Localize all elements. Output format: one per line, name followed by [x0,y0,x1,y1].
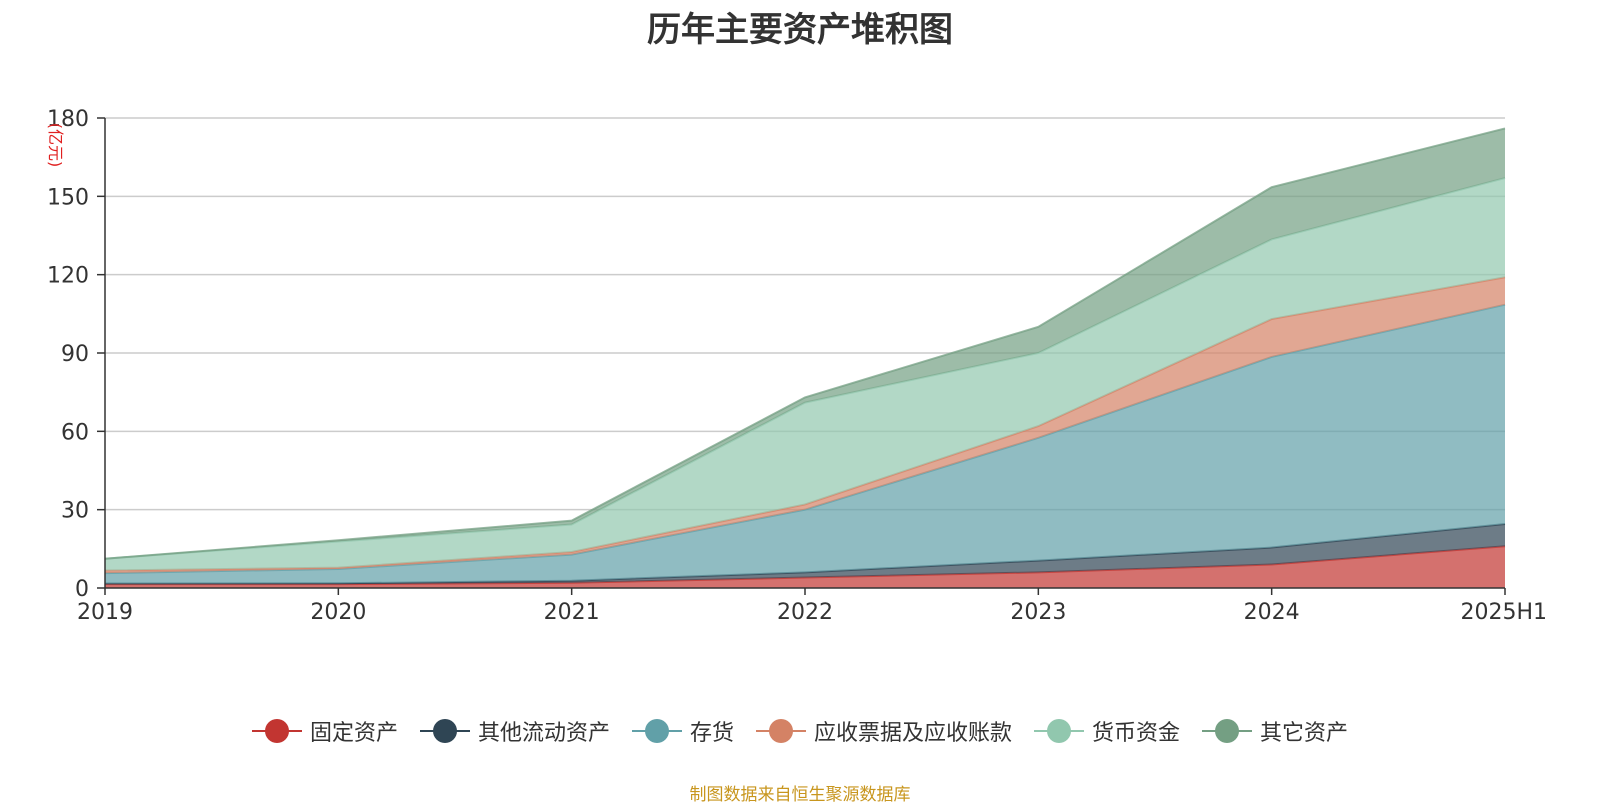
legend-marker-icon [251,718,302,744]
legend-marker-icon [1034,718,1085,744]
y-tick-label: 0 [75,577,89,602]
legend-item-2[interactable]: 其他流动资产 [419,715,610,747]
y-tick-label: 60 [61,420,89,445]
area-series-6 [105,128,1505,559]
y-tick-label: 180 [47,107,89,132]
x-tick-label: 2021 [544,600,600,625]
legend-item-3[interactable]: 存货 [631,715,734,747]
area-layer [104,127,1506,588]
y-tick-label: 120 [47,264,89,289]
series-line-3 [104,303,1506,575]
y-tick-label: 150 [47,185,89,210]
legend: 固定资产 其他流动资产 存货 应收票据及应收账款 货币资金 其它资产 [0,715,1600,747]
x-tick-label: 2024 [1244,600,1300,625]
legend-item-6[interactable]: 其它资产 [1202,715,1348,747]
x-tick-label: 2022 [777,600,833,625]
x-tick-label: 2019 [77,600,133,625]
y-axis-unit-label: (亿元) [46,123,65,168]
legend-item-5[interactable]: 货币资金 [1034,715,1180,747]
legend-label: 应收票据及应收账款 [814,721,1013,746]
legend-label: 其他流动资产 [477,721,610,746]
legend-item-4[interactable]: 应收票据及应收账款 [756,715,1012,747]
axis-layer: 0 30 60 90 120 150 180 2019 2020 2021 2022 2023 2024… [47,107,1547,625]
legend-label: 其它资产 [1260,721,1349,746]
legend-marker-icon [419,718,470,744]
chart-title: 历年主要资产堆积图 [647,10,953,50]
area-series-1 [105,546,1505,588]
area-series-2 [105,524,1505,585]
legend-label: 固定资产 [309,721,398,746]
y-tick-label: 30 [61,499,89,524]
x-tick-label: 2023 [1010,600,1066,625]
legend-label: 货币资金 [1092,721,1181,746]
legend-marker-icon [631,718,682,744]
source-note: 制图数据来自恒生聚源数据库 [689,785,911,805]
legend-label: 存货 [689,721,734,746]
legend-marker-icon [756,718,806,744]
series-line-6 [104,127,1506,560]
area-series-3 [105,304,1505,584]
area-series-5 [105,178,1505,571]
x-tick-label: 2020 [310,600,366,625]
x-tick-label: 2025H1 [1460,600,1547,625]
area-series-4 [105,277,1505,574]
y-tick-label: 90 [61,342,89,367]
legend-marker-icon [1202,718,1253,744]
legend-item-1[interactable]: 固定资产 [251,715,398,747]
